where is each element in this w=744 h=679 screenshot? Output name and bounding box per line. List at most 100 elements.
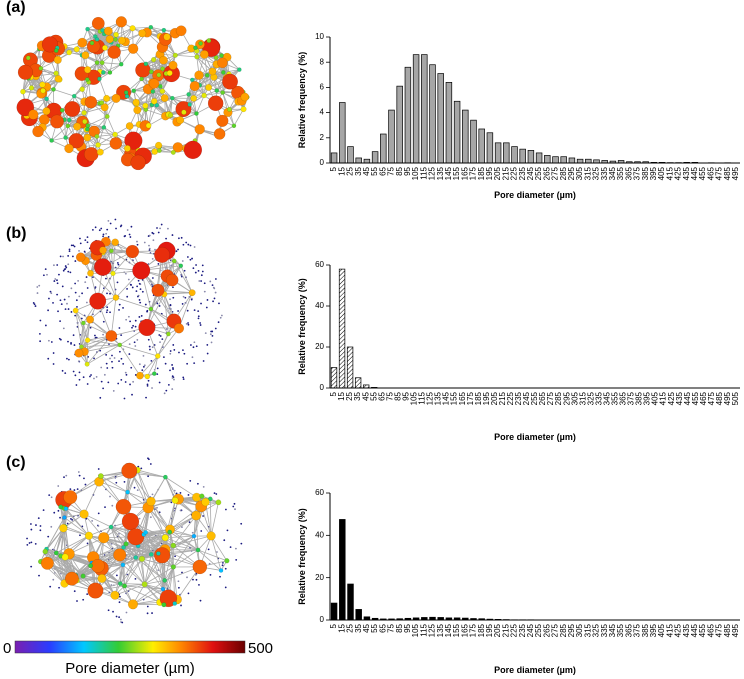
pore xyxy=(91,559,104,572)
pore-dot xyxy=(53,264,55,266)
pore-dot xyxy=(151,232,153,234)
pore-dot xyxy=(215,493,217,495)
pore xyxy=(124,90,128,94)
pore-dot xyxy=(158,232,160,234)
pore-dot xyxy=(95,226,97,228)
pore-dot xyxy=(156,373,158,375)
pore xyxy=(232,124,236,128)
pore-dot xyxy=(83,477,85,479)
pore-dot xyxy=(103,234,105,236)
pore xyxy=(81,321,85,325)
bar xyxy=(356,609,362,620)
pore-dot xyxy=(52,579,54,581)
pore-dot xyxy=(74,344,76,346)
pore xyxy=(40,88,45,93)
pore-dot xyxy=(79,379,81,381)
pore-dot xyxy=(172,286,174,288)
pore-dot xyxy=(64,268,66,270)
pore xyxy=(99,100,103,104)
pore-dot xyxy=(184,297,186,299)
pore xyxy=(162,603,166,607)
pore xyxy=(170,96,174,100)
pore xyxy=(174,323,184,333)
pore xyxy=(162,534,169,541)
pore-dot xyxy=(178,237,180,239)
pore-dot xyxy=(48,298,50,300)
pore xyxy=(168,530,172,534)
bar xyxy=(339,519,345,620)
pore xyxy=(108,46,121,59)
y-tick-label: 0 xyxy=(320,383,325,392)
pore-dot xyxy=(103,321,105,323)
pore-dot xyxy=(86,593,88,595)
pore-dot xyxy=(53,280,55,282)
pore-dot xyxy=(139,299,141,301)
throat xyxy=(211,502,218,536)
pore xyxy=(126,245,139,258)
throat xyxy=(54,89,75,96)
pore-dot xyxy=(165,238,167,240)
bar xyxy=(331,368,337,389)
pore xyxy=(119,62,123,66)
pore xyxy=(43,549,48,554)
bar xyxy=(528,150,534,163)
pore-dot xyxy=(204,282,206,284)
y-tick-label: 8 xyxy=(320,57,325,66)
pore-dot xyxy=(64,372,66,374)
pore-dot xyxy=(160,335,162,337)
pore xyxy=(171,565,176,570)
pore-dot xyxy=(200,530,202,532)
pore-dot xyxy=(182,303,184,305)
pore xyxy=(176,116,184,124)
pore xyxy=(173,53,178,58)
pore xyxy=(160,67,164,71)
pore-dot xyxy=(118,616,120,618)
pore xyxy=(125,94,129,98)
pore xyxy=(85,362,90,367)
pore xyxy=(154,547,170,563)
pore-dot xyxy=(110,223,112,225)
pore-dot xyxy=(187,256,189,258)
pore-dot xyxy=(149,235,151,237)
pore-dot xyxy=(98,512,100,514)
pore-dot xyxy=(202,515,204,517)
pore xyxy=(28,110,38,120)
pore-dot xyxy=(77,280,79,282)
pore-dot xyxy=(62,256,64,258)
pore-dot xyxy=(70,342,72,344)
pore xyxy=(99,247,106,254)
pore-dot xyxy=(129,236,131,238)
pore-dot xyxy=(90,374,92,376)
pore-dot xyxy=(182,260,184,262)
pore xyxy=(65,101,81,117)
pore-dot xyxy=(109,496,111,498)
bar xyxy=(413,55,419,163)
pore-dot xyxy=(129,320,131,322)
pore xyxy=(134,555,138,559)
bar xyxy=(503,143,509,163)
pore-dot xyxy=(96,376,98,378)
pore xyxy=(33,126,44,137)
pore-dot xyxy=(81,292,83,294)
pore xyxy=(20,89,25,94)
pore xyxy=(142,582,147,587)
pore-dot xyxy=(52,302,54,304)
pore-dot xyxy=(53,363,55,365)
pore-dot xyxy=(120,379,122,381)
bar xyxy=(487,133,493,163)
pore-dot xyxy=(138,316,140,318)
pore-dot xyxy=(140,288,142,290)
y-tick-label: 20 xyxy=(315,573,324,582)
pore-dot xyxy=(131,327,133,329)
y-tick-label: 6 xyxy=(320,83,325,92)
pore-dot xyxy=(182,376,184,378)
pore-dot xyxy=(136,241,138,243)
pore-dot xyxy=(183,296,185,298)
pore-dot xyxy=(109,311,111,313)
pore xyxy=(172,497,178,503)
pore-dot xyxy=(118,360,120,362)
pore-dot xyxy=(131,226,133,228)
pore-dot xyxy=(204,291,206,293)
pore-dot xyxy=(151,612,153,614)
pore-dot xyxy=(145,304,147,306)
